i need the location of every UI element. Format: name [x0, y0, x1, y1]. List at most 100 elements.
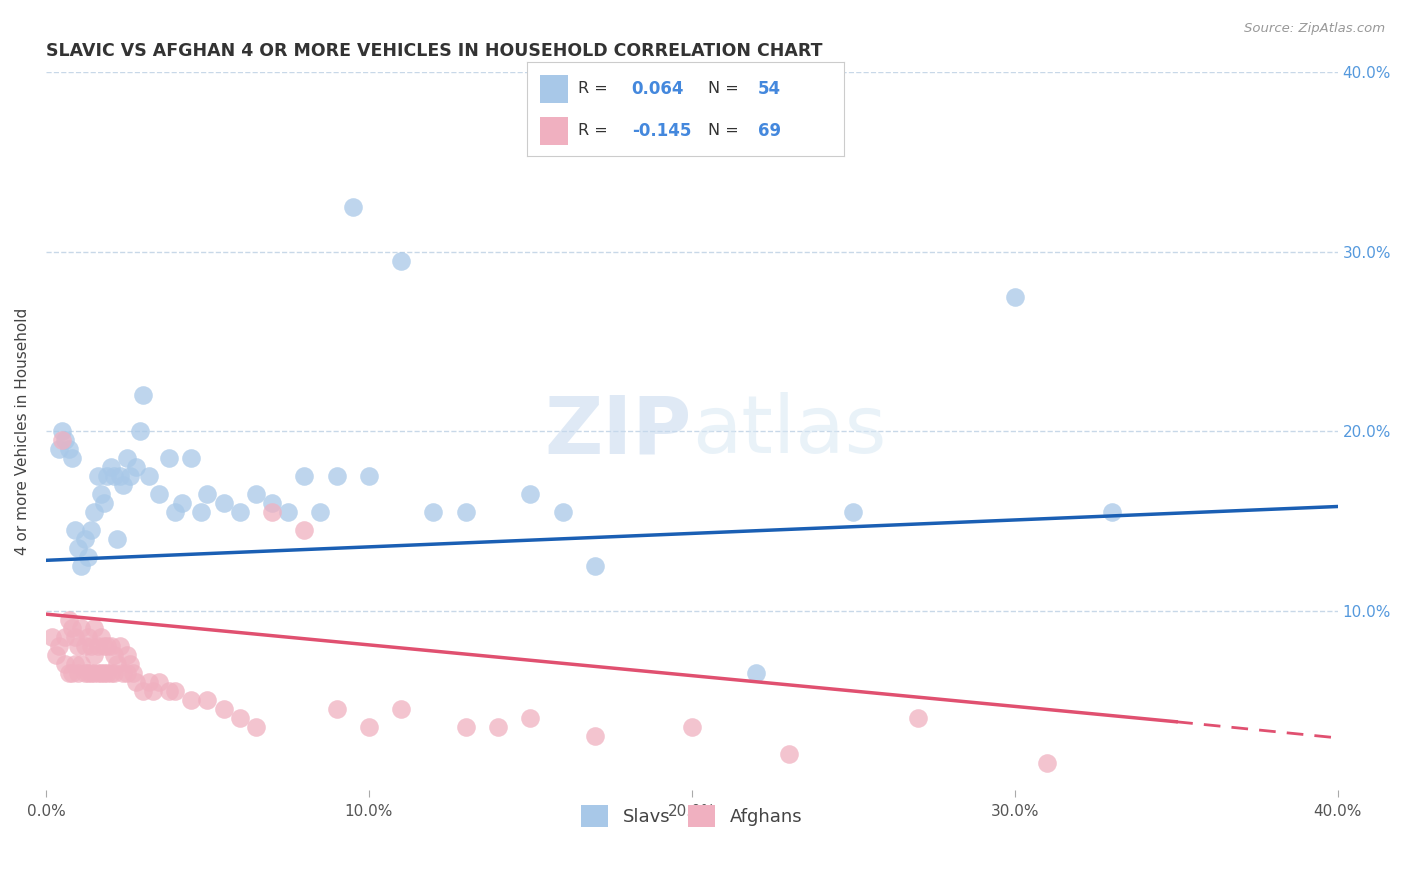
- Point: [90, 631, 112, 645]
- Point: [128, 424, 150, 438]
- Point: [45, 648, 67, 663]
- Point: [105, 532, 128, 546]
- Point: [103, 648, 125, 663]
- Point: [141, 684, 163, 698]
- Point: [125, 460, 148, 475]
- Point: [118, 657, 141, 672]
- Point: [83, 648, 105, 663]
- Point: [51, 433, 73, 447]
- Point: [165, 684, 187, 698]
- Point: [58, 666, 80, 681]
- Point: [67, 666, 90, 681]
- Point: [292, 523, 315, 537]
- Point: [70, 558, 93, 573]
- Point: [53, 657, 76, 672]
- Point: [132, 684, 155, 698]
- Point: [245, 487, 267, 501]
- Legend: Slavs, Afghans: Slavs, Afghans: [574, 798, 810, 835]
- Point: [110, 640, 132, 654]
- Point: [73, 666, 96, 681]
- Point: [60, 451, 83, 466]
- Point: [277, 505, 299, 519]
- Point: [67, 640, 90, 654]
- Text: R =: R =: [578, 81, 607, 96]
- Point: [309, 505, 332, 519]
- Point: [325, 469, 347, 483]
- Point: [67, 541, 90, 555]
- Text: R =: R =: [578, 123, 607, 138]
- Point: [551, 505, 574, 519]
- Text: Source: ZipAtlas.com: Source: ZipAtlas.com: [1244, 22, 1385, 36]
- Point: [357, 469, 380, 483]
- Point: [180, 693, 202, 707]
- Text: ZIP: ZIP: [544, 392, 692, 470]
- Point: [583, 729, 606, 743]
- Point: [93, 666, 115, 681]
- Point: [77, 666, 100, 681]
- Point: [73, 532, 96, 546]
- Point: [422, 505, 444, 519]
- Point: [100, 460, 122, 475]
- Point: [260, 496, 283, 510]
- Point: [292, 469, 315, 483]
- Point: [53, 631, 76, 645]
- Point: [519, 487, 541, 501]
- Point: [100, 640, 122, 654]
- Point: [83, 622, 105, 636]
- Point: [96, 469, 118, 483]
- Point: [48, 442, 70, 456]
- Point: [745, 666, 768, 681]
- Point: [63, 657, 86, 672]
- Point: [212, 496, 235, 510]
- Point: [80, 666, 103, 681]
- Point: [83, 505, 105, 519]
- Point: [115, 648, 138, 663]
- Text: -0.145: -0.145: [631, 122, 690, 140]
- Point: [157, 684, 180, 698]
- Point: [907, 711, 929, 725]
- Point: [103, 469, 125, 483]
- Point: [112, 478, 135, 492]
- Point: [148, 675, 170, 690]
- Point: [51, 424, 73, 438]
- Point: [1004, 290, 1026, 304]
- Point: [93, 640, 115, 654]
- Point: [389, 702, 412, 716]
- Point: [93, 496, 115, 510]
- Point: [842, 505, 865, 519]
- Point: [389, 253, 412, 268]
- Point: [103, 666, 125, 681]
- Point: [60, 622, 83, 636]
- Point: [190, 505, 212, 519]
- Point: [228, 711, 250, 725]
- Point: [325, 702, 347, 716]
- Point: [96, 666, 118, 681]
- Point: [86, 469, 108, 483]
- Text: atlas: atlas: [692, 392, 886, 470]
- Point: [125, 675, 148, 690]
- Point: [118, 469, 141, 483]
- Point: [53, 433, 76, 447]
- Point: [110, 469, 132, 483]
- Point: [778, 747, 800, 761]
- Point: [583, 558, 606, 573]
- Point: [115, 451, 138, 466]
- Point: [96, 640, 118, 654]
- Point: [90, 487, 112, 501]
- Point: [1101, 505, 1123, 519]
- Point: [165, 505, 187, 519]
- Point: [486, 720, 509, 734]
- Point: [180, 451, 202, 466]
- Point: [519, 711, 541, 725]
- Point: [73, 640, 96, 654]
- Point: [86, 640, 108, 654]
- Point: [60, 666, 83, 681]
- Point: [86, 666, 108, 681]
- FancyBboxPatch shape: [540, 75, 568, 103]
- Point: [197, 487, 219, 501]
- Point: [197, 693, 219, 707]
- Point: [63, 523, 86, 537]
- Point: [105, 657, 128, 672]
- Point: [80, 640, 103, 654]
- Point: [83, 666, 105, 681]
